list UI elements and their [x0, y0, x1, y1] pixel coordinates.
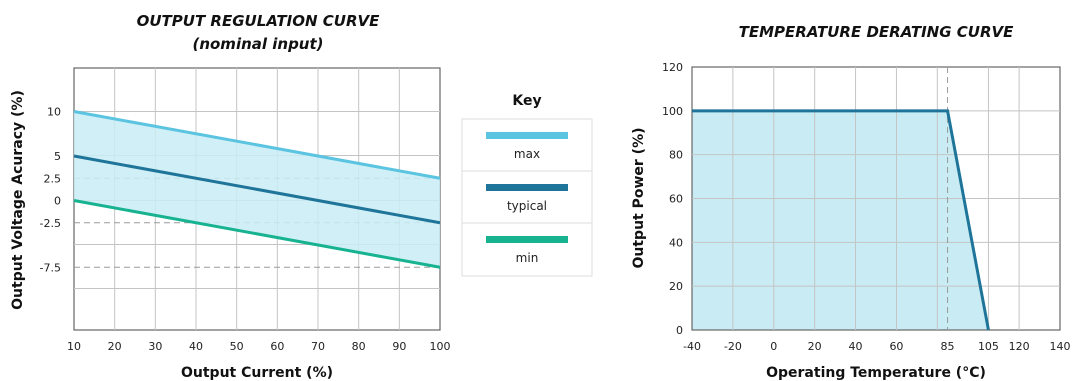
- legend-label-max: max: [514, 147, 540, 161]
- x-tick-label: -20: [724, 340, 742, 353]
- y-tick-label: 120: [662, 61, 683, 74]
- x-tick-label: 100: [430, 340, 451, 353]
- series-line-typical: [73, 154, 441, 225]
- legend-box: [461, 118, 593, 277]
- series-line-max: [73, 110, 441, 180]
- x-tick-label: 50: [230, 340, 244, 353]
- y-tick-label: 40: [669, 236, 683, 249]
- x-tick-label: 105: [978, 340, 999, 353]
- y-tick-label: 0: [54, 195, 61, 208]
- y-tick-label: 100: [662, 105, 683, 118]
- derating-x-axis-label: Operating Temperature (°C): [766, 365, 986, 381]
- series-line-min: [73, 199, 441, 269]
- derating-plot-area: [692, 110, 989, 330]
- derating-line: [692, 109, 990, 331]
- legend-title: Key: [512, 93, 541, 109]
- regulation-x-ticks: 10 20 30 40 50 60 70 80 90 100: [67, 340, 451, 353]
- x-tick-label: 30: [148, 340, 162, 353]
- x-tick-label: 20: [108, 340, 122, 353]
- y-tick-label: -7.5: [40, 261, 61, 274]
- regulation-x-axis-label: Output Current (%): [181, 365, 333, 381]
- y-tick-label: 60: [669, 193, 683, 206]
- y-tick-label: 80: [669, 149, 683, 162]
- y-tick-label: -2.5: [40, 217, 61, 230]
- x-tick-label: 40: [189, 340, 203, 353]
- y-tick-label: 2.5: [44, 172, 62, 185]
- x-tick-label: -40: [683, 340, 701, 353]
- legend-label-min: min: [516, 251, 539, 265]
- regulation-y-axis-label: Output Voltage Acuracy (%): [10, 90, 26, 310]
- legend: Key max typical min: [461, 93, 593, 277]
- regulation-y-ticks: 10 5 2.5 0 -2.5 -7.5: [40, 106, 61, 275]
- derating-y-axis-label: Output Power (%): [631, 127, 647, 268]
- regulation-plot-area: [73, 110, 441, 269]
- y-tick-label: 20: [669, 280, 683, 293]
- derating-series: [692, 109, 990, 331]
- x-tick-label: 60: [270, 340, 284, 353]
- legend-swatch-typical: [486, 184, 568, 191]
- derating-x-ticks: -40 -20 0 20 40 60 85 105 120 140: [683, 340, 1070, 353]
- y-tick-label: 0: [676, 324, 683, 337]
- derating-chart-title: TEMPERATURE DERATING CURVE: [739, 23, 1014, 41]
- derating-fill: [692, 110, 989, 330]
- y-tick-label: 5: [54, 150, 61, 163]
- x-tick-label: 80: [352, 340, 366, 353]
- x-tick-label: 120: [1009, 340, 1030, 353]
- x-tick-label: 0: [770, 340, 777, 353]
- x-tick-label: 60: [889, 340, 903, 353]
- x-tick-label: 10: [67, 340, 81, 353]
- x-tick-label: 40: [849, 340, 863, 353]
- x-tick-label: 70: [311, 340, 325, 353]
- legend-swatch-min: [486, 236, 568, 243]
- legend-label-typical: typical: [507, 199, 547, 213]
- legend-swatch-max: [486, 132, 568, 139]
- x-tick-label: 90: [392, 340, 406, 353]
- regulation-chart-subtitle: (nominal input): [192, 35, 323, 53]
- regulation-chart-title: OUTPUT REGULATION CURVE: [137, 12, 381, 30]
- y-tick-label: 10: [47, 106, 61, 119]
- x-tick-label: 20: [808, 340, 822, 353]
- derating-y-ticks: 0 20 40 60 80 100 120: [662, 61, 683, 337]
- x-tick-label: 140: [1050, 340, 1071, 353]
- x-tick-label: 85: [941, 340, 955, 353]
